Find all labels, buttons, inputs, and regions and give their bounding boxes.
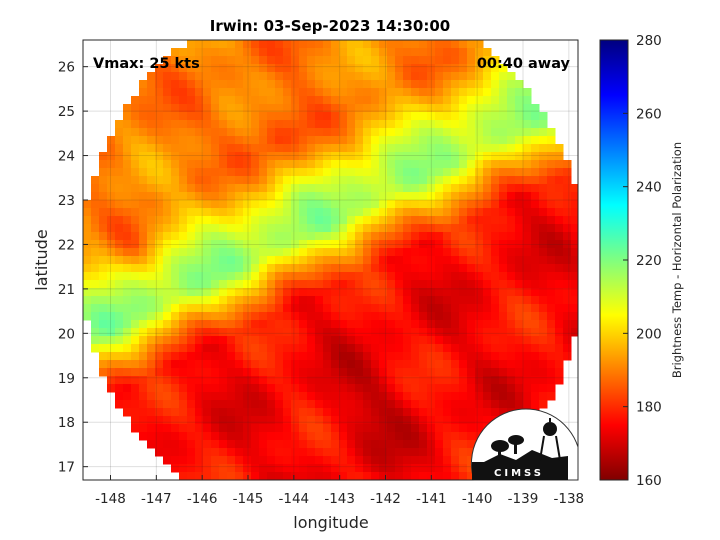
vmax-annotation: Vmax: 25 kts — [93, 56, 200, 72]
x-tick-label: -139 — [508, 491, 539, 507]
y-axis-ticks: 17 18 19 20 21 22 23 24 25 26 — [58, 60, 88, 476]
colorbar-tick-label: 200 — [636, 326, 662, 342]
chart-title: Irwin: 03-Sep-2023 14:30:00 — [210, 17, 451, 35]
colorbar-tick-label: 280 — [636, 33, 662, 49]
x-axis-label: longitude — [293, 513, 368, 532]
colorbar-tick-label: 260 — [636, 106, 662, 122]
x-tick-label: -140 — [462, 491, 493, 507]
y-tick-label: 22 — [58, 237, 75, 253]
x-axis-ticks: -148 -147 -146 -145 -144 -143 -142 -141 -140 -139… — [95, 475, 584, 507]
x-tick-label: -148 — [95, 491, 126, 507]
y-tick-label: 26 — [58, 60, 75, 76]
x-tick-label: -147 — [141, 491, 172, 507]
y-axis-label: latitude — [32, 229, 51, 290]
colorbar-tick-label: 180 — [636, 400, 662, 416]
y-tick-label: 17 — [58, 460, 75, 476]
x-tick-label: -142 — [370, 491, 401, 507]
x-tick-label: -146 — [187, 491, 218, 507]
cimss-logo: CIMSS — [470, 408, 579, 481]
colorbar-tick-label: 220 — [636, 253, 662, 269]
colorbar-label: Brightness Temp - Horizontal Polarizatio… — [670, 142, 684, 378]
colorbar-ticks: 160 180 200 220 240 260 280 — [623, 33, 662, 489]
x-tick-label: -144 — [279, 491, 310, 507]
cimss-logo-text: CIMSS — [494, 468, 544, 479]
y-tick-label: 20 — [58, 326, 75, 342]
x-tick-label: -143 — [324, 491, 355, 507]
grid-lines — [83, 40, 578, 480]
y-tick-label: 21 — [58, 282, 75, 298]
colorbar-tick-label: 160 — [636, 473, 662, 489]
y-tick-label: 23 — [58, 193, 75, 209]
y-tick-label: 19 — [58, 371, 75, 387]
x-tick-label: -138 — [554, 491, 585, 507]
colorbar-tick-label: 240 — [636, 180, 662, 196]
heatmap-swath — [83, 40, 578, 480]
time-offset-annotation: 00:40 away — [477, 56, 571, 72]
axes-box — [82, 39, 579, 481]
y-tick-label: 25 — [58, 104, 75, 120]
y-tick-label: 18 — [58, 415, 75, 431]
x-tick-label: -145 — [233, 491, 264, 507]
x-tick-label: -141 — [416, 491, 447, 507]
y-tick-label: 24 — [58, 149, 75, 165]
